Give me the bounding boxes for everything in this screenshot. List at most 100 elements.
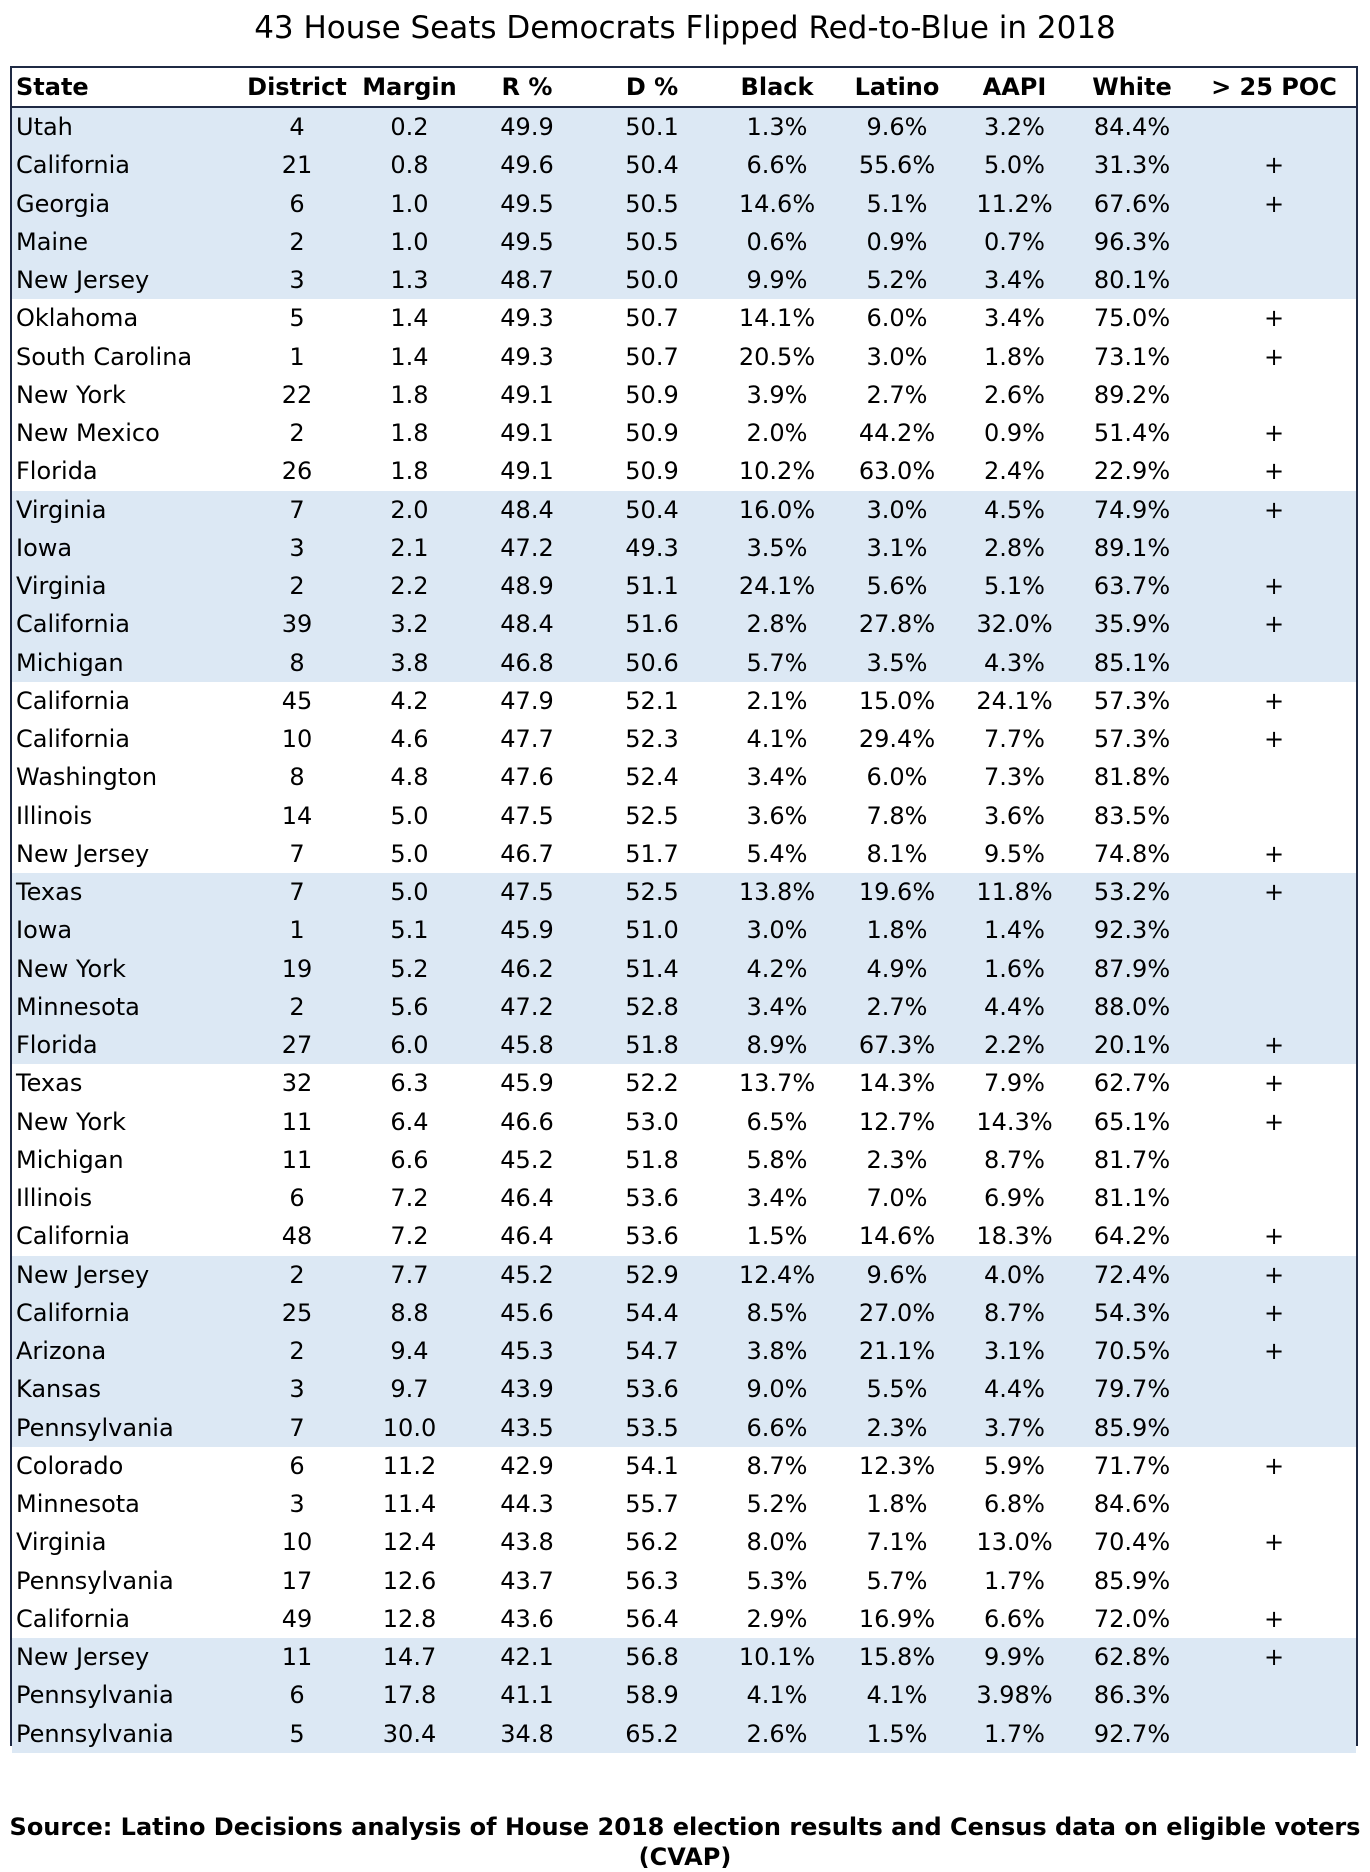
cell-d-pct: 53.5 — [587, 1408, 717, 1447]
cell-white: 70.5% — [1072, 1332, 1192, 1371]
cell-black: 2.8% — [717, 605, 837, 644]
cell-white: 85.1% — [1072, 643, 1192, 682]
cell-district: 32 — [281, 1069, 313, 1098]
cell-margin: 5.6 — [352, 987, 467, 1026]
cell-black: 8.0% — [746, 1528, 808, 1557]
cell-aapi: 3.4% — [984, 304, 1045, 333]
cell-district: 2 — [289, 419, 305, 448]
cell-aapi: 32.0% — [957, 605, 1072, 644]
cell-black: 8.9% — [717, 1026, 837, 1065]
table-row: Pennsylvania 7 10.0 43.5 53.5 6.6% 2.3% 3.7% 85.… — [12, 1408, 1356, 1447]
table-row: California 39 3.2 48.4 51.6 2.8% 27.8% 32.0% 35.… — [12, 605, 1356, 644]
table-row: Illinois 14 5.0 47.5 52.5 3.6% 7.8% 3.6% 83.5% — [12, 797, 1356, 835]
cell-white: 72.4% — [1072, 1255, 1192, 1294]
cell-white: 70.4% — [1093, 1528, 1171, 1557]
cell-d-pct: 52.2 — [625, 1069, 679, 1098]
cell-poc25: + — [1263, 304, 1285, 333]
cell-district: 3 — [242, 261, 352, 300]
cell-r-pct: 43.5 — [467, 1408, 587, 1447]
cell-latino: 14.3% — [858, 1069, 936, 1098]
cell-black: 13.8% — [717, 873, 837, 912]
table-row: New York 22 1.8 49.1 50.9 3.9% 2.7% 2.6% 89.2% — [12, 376, 1356, 414]
cell-black: 13.7% — [738, 1069, 816, 1098]
cell-poc25 — [1192, 1676, 1356, 1715]
cell-aapi: 4.5% — [957, 490, 1072, 529]
cell-d-pct: 52.9 — [587, 1255, 717, 1294]
cell-aapi: 6.8% — [984, 1490, 1045, 1519]
cell-latino: 8.1% — [866, 839, 928, 868]
cell-state: California — [12, 146, 242, 185]
cell-district: 2 — [242, 987, 352, 1026]
cell-state: Illinois — [16, 801, 93, 830]
cell-margin: 6.4 — [390, 1107, 429, 1136]
cell-margin: 1.8 — [390, 457, 429, 486]
cell-r-pct: 49.9 — [467, 107, 587, 147]
cell-district: 45 — [281, 686, 313, 715]
table-row: Utah 4 0.2 49.9 50.1 1.3% 9.6% 3.2% 84.4% — [12, 107, 1356, 147]
cell-d-pct: 51.6 — [587, 605, 717, 644]
cell-white: 54.3% — [1072, 1293, 1192, 1332]
cell-r-pct: 46.4 — [500, 1184, 554, 1213]
cell-white: 57.3% — [1093, 686, 1171, 715]
cell-poc25 — [1192, 1485, 1356, 1523]
cell-r-pct: 45.8 — [467, 1026, 587, 1065]
cell-district: 27 — [242, 1026, 352, 1065]
cell-margin: 1.0 — [352, 184, 467, 223]
cell-margin: 11.2 — [382, 1451, 437, 1480]
cell-latino: 9.6% — [837, 1255, 957, 1294]
cell-d-pct: 52.3 — [625, 725, 679, 754]
cell-white: 84.6% — [1093, 1490, 1171, 1519]
cell-margin: 14.7 — [352, 1638, 467, 1677]
cell-aapi: 0.7% — [957, 222, 1072, 261]
cell-r-pct: 49.5 — [467, 222, 587, 261]
cell-r-pct: 47.5 — [467, 873, 587, 912]
cell-white: 92.7% — [1072, 1714, 1192, 1753]
cell-aapi: 7.9% — [984, 1069, 1045, 1098]
cell-white: 80.1% — [1072, 261, 1192, 300]
cell-white: 86.3% — [1072, 1676, 1192, 1715]
table-row: Minnesota 3 11.4 44.3 55.7 5.2% 1.8% 6.8% 84.6% — [12, 1485, 1356, 1523]
cell-r-pct: 49.3 — [500, 304, 554, 333]
cell-margin: 30.4 — [352, 1714, 467, 1753]
cell-white: 87.9% — [1072, 949, 1192, 988]
cell-aapi: 5.1% — [957, 567, 1072, 606]
cell-r-pct: 41.1 — [467, 1676, 587, 1715]
cell-white: 74.9% — [1072, 490, 1192, 529]
cell-latino: 16.9% — [858, 1604, 936, 1633]
cell-black: 12.4% — [717, 1255, 837, 1294]
column-header-district: District — [242, 68, 352, 108]
table-row: New York 11 6.4 46.6 53.0 6.5% 12.7% 14.3% 65.1%… — [12, 1103, 1356, 1141]
cell-poc25: + — [1263, 1069, 1285, 1098]
cell-district: 11 — [242, 1638, 352, 1677]
cell-d-pct: 50.6 — [587, 643, 717, 682]
cell-r-pct: 45.6 — [467, 1293, 587, 1332]
cell-latino: 5.1% — [837, 184, 957, 223]
cell-aapi: 3.98% — [957, 1676, 1072, 1715]
cell-latino: 44.2% — [858, 419, 936, 448]
cell-district: 1 — [289, 342, 305, 371]
cell-margin: 1.4 — [390, 342, 429, 371]
cell-state: New Mexico — [16, 419, 160, 448]
cell-latino: 7.0% — [866, 1184, 928, 1213]
table-row: California 25 8.8 45.6 54.4 8.5% 27.0% 8.7% 54.3… — [12, 1293, 1356, 1332]
cell-latino: 14.6% — [858, 1222, 936, 1251]
cell-black: 14.1% — [738, 304, 816, 333]
cell-district: 7 — [242, 873, 352, 912]
cell-white: 81.8% — [1093, 763, 1171, 792]
cell-margin: 3.8 — [352, 643, 467, 682]
cell-d-pct: 51.8 — [625, 1145, 679, 1174]
cell-black: 3.4% — [746, 1184, 808, 1213]
cell-margin: 0.8 — [352, 146, 467, 185]
cell-latino: 3.0% — [837, 490, 957, 529]
table-row: South Carolina 1 1.4 49.3 50.7 20.5% 3.0% 1.8% 7… — [12, 338, 1356, 376]
cell-aapi: 3.4% — [957, 261, 1072, 300]
cell-d-pct: 52.5 — [587, 873, 717, 912]
cell-r-pct: 48.9 — [467, 567, 587, 606]
cell-district: 10 — [281, 725, 313, 754]
cell-latino: 0.9% — [837, 222, 957, 261]
cell-black: 3.0% — [717, 911, 837, 950]
column-header-state: State — [12, 68, 242, 108]
cell-black: 14.6% — [717, 184, 837, 223]
cell-district: 11 — [281, 1107, 313, 1136]
cell-r-pct: 47.5 — [500, 801, 554, 830]
